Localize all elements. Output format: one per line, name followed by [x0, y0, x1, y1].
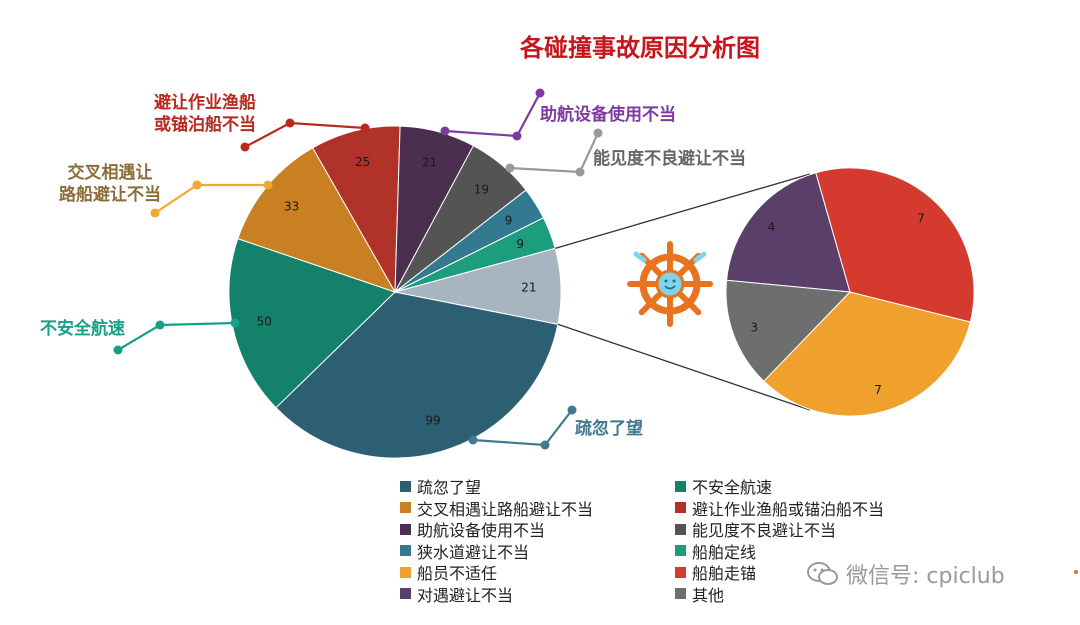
breakdown-pie-value-label-3: 7	[917, 212, 925, 226]
callout-dot-1-1	[155, 320, 165, 330]
legend-label: 对遇避让不当	[417, 585, 514, 605]
legend-swatch	[675, 566, 686, 578]
legend-item-2: 交叉相遇让路船避让不当	[400, 498, 675, 519]
callout-leader-4	[444, 92, 541, 138]
breakdown-pie-value-label-0: 4	[768, 220, 776, 234]
callout-label-0: 疏忽了望	[575, 418, 643, 439]
legend-item-9: 船舶走锚	[675, 562, 950, 583]
callout-dot-2-2	[263, 180, 273, 190]
breakdown-pie-slice-3	[815, 167, 975, 323]
legend-label: 助航设备使用不当	[417, 521, 546, 541]
legend-label: 交叉相遇让路船避让不当	[417, 499, 594, 519]
main-pie-value-label-4: 21	[422, 156, 437, 170]
callout-label-1: 不安全航速	[40, 318, 125, 339]
ship-wheel-icon	[627, 241, 713, 327]
connector-line-1	[557, 323, 811, 411]
legend-label: 其他	[692, 585, 725, 605]
legend-label: 船舶走锚	[692, 564, 757, 584]
main-pie-value-label-3: 25	[355, 155, 370, 169]
legend-swatch	[400, 588, 411, 600]
legend-swatch	[400, 545, 411, 557]
main-pie-value-label-0: 99	[425, 414, 440, 428]
legend-swatch	[400, 502, 411, 514]
legend-item-10: 对遇避让不当	[400, 584, 675, 605]
callout-dot-3-1	[285, 118, 295, 128]
main-pie-value-label-6: 9	[505, 214, 513, 228]
main-pie: 99 50 33 25 21 19 99 21	[228, 125, 562, 459]
legend-swatch	[675, 480, 686, 492]
callout-label-4: 助航设备使用不当	[540, 104, 676, 125]
connector-line-0	[555, 173, 811, 250]
legend-item-3: 避让作业渔船或锚泊船不当	[675, 498, 950, 519]
breakdown-pie-slice-1	[725, 279, 852, 382]
main-pie-value-label-2: 33	[284, 200, 299, 214]
main-pie-value-label-7: 9	[516, 237, 524, 251]
callout-dot-1-2	[230, 318, 240, 328]
callout-dot-3-0	[240, 142, 250, 152]
legend-swatch	[675, 588, 686, 600]
callout-dot-2-0	[150, 208, 160, 218]
legend-swatch	[400, 566, 411, 578]
legend-label: 船员不适任	[417, 564, 498, 584]
watermark: 微信号: cpiclub	[806, 558, 1005, 590]
breakdown-pie-value-label-2: 7	[874, 383, 882, 397]
callout-label-2-line-1: 路船避让不当	[59, 184, 161, 205]
legend-item-5: 能见度不良避让不当	[675, 519, 950, 540]
callout-leader-5	[509, 132, 599, 174]
callouts: 疏忽了望 不安全航速 交叉相遇让路船避让不当 避让作业渔船或锚泊船不当 助航设备使用不当…	[40, 88, 746, 450]
callout-dot-3-2	[360, 123, 370, 133]
callout-dot-4-1	[512, 131, 522, 141]
callout-label-2-line-0: 交叉相遇让	[68, 162, 153, 183]
callout-dot-4-0	[440, 126, 450, 136]
legend-swatch	[675, 523, 686, 535]
callout-label-3-line-0: 避让作业渔船	[154, 92, 256, 113]
legend-item-8: 船员不适任	[400, 562, 675, 583]
breakdown-pie: 4 3 7 7	[725, 167, 975, 417]
legend-item-4: 助航设备使用不当	[400, 519, 675, 540]
watermark-text: 微信号: cpiclub	[846, 564, 1005, 589]
callout-dot-4-2	[535, 88, 545, 98]
legend-label: 能见度不良避让不当	[692, 521, 837, 541]
breakdown-pie-slice-2	[763, 291, 971, 417]
pie-connectors	[555, 173, 811, 411]
callout-dot-0-1	[540, 440, 550, 450]
callout-dot-5-1	[575, 167, 585, 177]
main-pie-value-label-5: 19	[474, 183, 489, 197]
legend-label: 避让作业渔船或锚泊船不当	[692, 499, 885, 519]
callout-dot-0-0	[468, 435, 478, 445]
legend-item-0: 疏忽了望	[400, 476, 675, 497]
legend-label: 狭水道避让不当	[417, 542, 530, 562]
main-pie-slice-1	[228, 237, 396, 409]
main-pie-value-label-1: 50	[257, 315, 272, 329]
legend-swatch	[400, 523, 411, 535]
legend-item-1: 不安全航速	[675, 476, 950, 497]
legend-swatch	[675, 502, 686, 514]
legend-label: 船舶定线	[692, 542, 757, 562]
legend-item-11: 其他	[675, 584, 950, 605]
breakdown-pie-slice-0	[726, 172, 851, 293]
callout-label-3-line-1: 或锚泊船不当	[154, 114, 256, 135]
legend: 疏忽了望 不安全航速交叉相遇让路船避让不当 避让作业渔船或锚泊船不当助航设备使用不当…	[400, 476, 960, 605]
callout-dot-5-2	[593, 128, 603, 138]
chart-title: 各碰撞事故原因分析图	[520, 33, 760, 62]
legend-item-6: 狭水道避让不当	[400, 541, 675, 562]
legend-label: 疏忽了望	[417, 478, 482, 498]
callout-label-5: 能见度不良避让不当	[593, 148, 746, 169]
legend-label: 不安全航速	[692, 478, 773, 498]
legend-swatch	[400, 480, 411, 492]
callout-dot-1-0	[113, 345, 123, 355]
main-pie-slice-3	[312, 125, 401, 294]
legend-swatch	[675, 545, 686, 557]
callout-leader-1	[117, 321, 236, 351]
main-pie-slice-0	[275, 291, 559, 459]
callout-dot-5-0	[505, 163, 515, 173]
edge-mark	[1074, 570, 1078, 574]
main-pie-value-label-8: 21	[521, 280, 536, 294]
wechat-icon	[807, 562, 838, 585]
callout-dot-2-1	[192, 180, 202, 190]
legend-item-7: 船舶定线	[675, 541, 950, 562]
breakdown-pie-value-label-1: 3	[750, 320, 758, 334]
callout-dot-0-2	[567, 405, 577, 415]
